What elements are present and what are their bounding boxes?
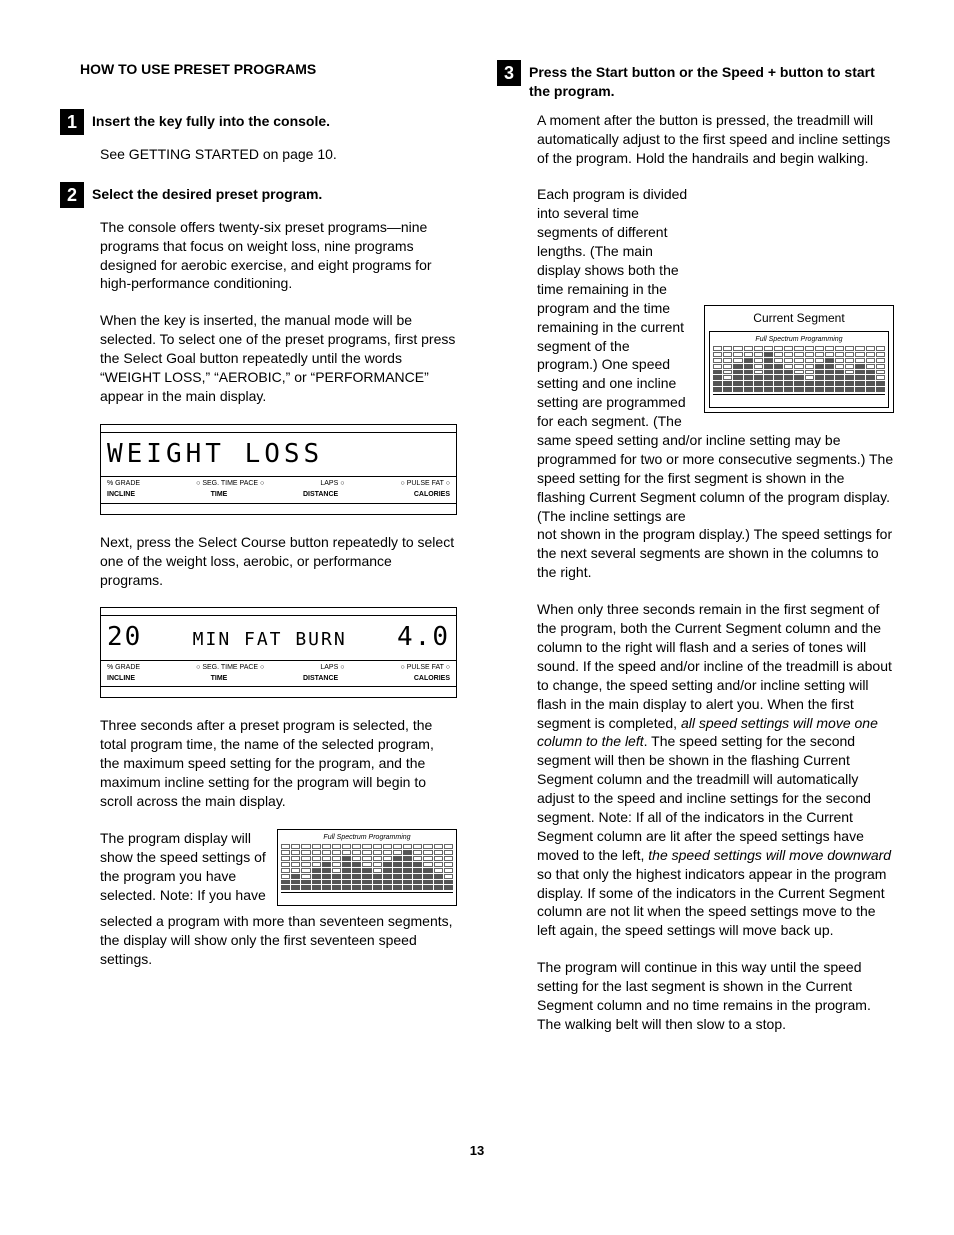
current-segment-display: Current Segment Full Spectrum Programmin… [704,305,894,413]
lcd-label: TIME [211,490,228,499]
spectrum-1-grid [281,844,453,890]
lcd-2-mid: MIN FAT BURN [150,628,389,652]
lcd-label: ○ PULSE FAT ○ [401,663,450,672]
step-2-title: Select the desired preset program. [92,182,322,204]
step-2-p5a: The program display will show the speed … [100,830,266,903]
lcd-label: DISTANCE [303,490,338,499]
lcd-label: LAPS ○ [320,479,344,488]
step-3-header: 3 Press the Start button or the Speed + … [497,60,894,101]
lcd-1-text: WEIGHT LOSS [107,437,450,472]
lcd-label: TIME [211,674,228,683]
step-3-p2b: not shown in the program display.) The s… [537,526,892,580]
step-2-p1: The console offers twenty-six preset pro… [100,218,457,294]
section-heading: HOW TO USE PRESET PROGRAMS [80,60,457,79]
step-1-header: 1 Insert the key fully into the console. [60,109,457,135]
lcd-label: ○ SEG. TIME PACE ○ [196,479,264,488]
step-2-p5-wrap: Full Spectrum Programming The program di… [100,829,457,969]
step-3-p3a: When only three seconds remain in the fi… [537,601,892,730]
step-2-header: 2 Select the desired preset program. [60,182,457,208]
lcd-label: % GRADE [107,479,140,488]
spectrum-display-1: Full Spectrum Programming [277,829,457,906]
lcd-display-weight-loss: WEIGHT LOSS % GRADE ○ SEG. TIME PACE ○ L… [100,424,457,515]
lcd-1-labels-bot: INCLINE TIME DISTANCE CALORIES [101,490,456,503]
step-number-1: 1 [60,109,84,135]
spectrum-1-title: Full Spectrum Programming [281,833,453,842]
lcd-label: INCLINE [107,490,135,499]
step-1-body: See GETTING STARTED on page 10. [100,145,457,164]
lcd-label: % GRADE [107,663,140,672]
lcd-label: CALORIES [414,674,450,683]
step-2-p2: When the key is inserted, the manual mod… [100,311,457,405]
spectrum-2-title: Full Spectrum Programming [713,335,885,344]
step-3-p2-wrap: Current Segment Full Spectrum Programmin… [537,185,894,582]
current-segment-label: Current Segment [709,310,889,326]
lcd-label: ○ SEG. TIME PACE ○ [196,663,264,672]
lcd-2-labels-top: % GRADE ○ SEG. TIME PACE ○ LAPS ○ ○ PULS… [101,661,456,674]
step-2-body: The console offers twenty-six preset pro… [100,218,457,969]
step-number-2: 2 [60,182,84,208]
step-3-p3b: . The speed setting for the second segme… [537,733,871,862]
lcd-1-labels-top: % GRADE ○ SEG. TIME PACE ○ LAPS ○ ○ PULS… [101,477,456,490]
lcd-2-labels-bot: INCLINE TIME DISTANCE CALORIES [101,674,456,687]
step-2-p5b: selected a program with more than sevent… [100,913,453,967]
lcd-2-left: 20 [107,620,142,655]
lcd-display-fat-burn: 20 MIN FAT BURN 4.0 % GRADE ○ SEG. TIME … [100,607,457,698]
step-3-p1: A moment after the button is pressed, th… [537,111,894,168]
spectrum-2-grid [713,346,885,392]
step-3-p3-i2: the speed settings will move downward [648,847,891,863]
lcd-label: INCLINE [107,674,135,683]
lcd-2-right: 4.0 [397,620,450,655]
step-3-p3c: so that only the highest indicators appe… [537,866,886,939]
step-1-title: Insert the key fully into the console. [92,109,330,131]
right-column: 3 Press the Start button or the Speed + … [497,60,894,1052]
lcd-label: CALORIES [414,490,450,499]
lcd-label: DISTANCE [303,674,338,683]
left-column: HOW TO USE PRESET PROGRAMS 1 Insert the … [60,60,457,1052]
lcd-label: LAPS ○ [320,663,344,672]
step-3-p3-wrap: When only three seconds remain in the fi… [537,600,894,940]
step-3-title: Press the Start button or the Speed + bu… [529,60,894,101]
step-3-body: A moment after the button is pressed, th… [537,111,894,1034]
step-3-p4: The program will continue in this way un… [537,958,894,1034]
page-columns: HOW TO USE PRESET PROGRAMS 1 Insert the … [60,60,894,1052]
step-number-3: 3 [497,60,521,86]
page-number: 13 [60,1142,894,1160]
step-2-p4: Three seconds after a preset program is … [100,716,457,810]
lcd-label: ○ PULSE FAT ○ [401,479,450,488]
step-2-p3: Next, press the Select Course button rep… [100,533,457,590]
